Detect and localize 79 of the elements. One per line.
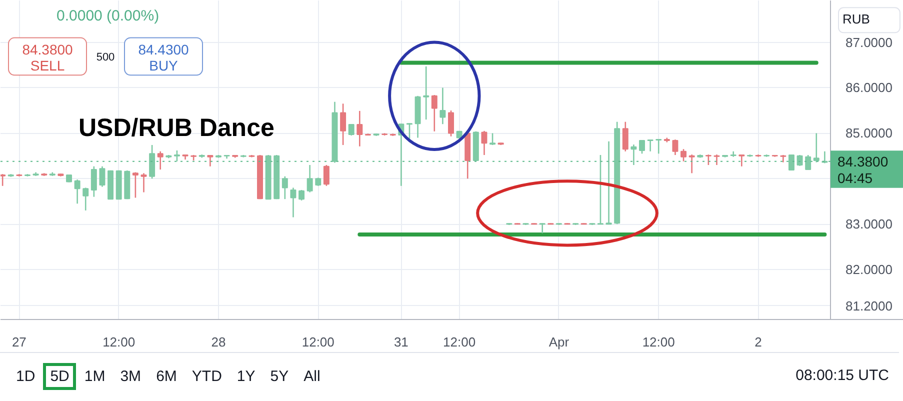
candlestick [490,132,496,146]
candlestick [132,172,138,198]
candlestick [440,87,446,125]
text: 04:45 [838,170,873,186]
candlestick [423,66,430,120]
text: All [302,367,322,387]
x-tick-label: 27 [12,334,26,350]
y-tick-label: 87.0000 [846,34,892,50]
candlestick [606,140,612,226]
annotation: 0.0000 (0.00%) [56,8,160,25]
text: 3M [119,367,142,387]
candlestick [323,164,330,187]
y-tick-label: 82.0000 [846,262,892,278]
candlestick [639,139,645,154]
candlestick [688,154,695,174]
candlestick [656,138,662,154]
annotation: SELL [30,57,65,74]
y-tick-label: 81.2000 [846,298,892,314]
candlestick [714,154,720,166]
candlestick [539,222,546,234]
text: YTD [190,367,223,387]
text: 5D [43,363,76,390]
candlestick [705,154,712,166]
text: USD/RUB Dance [78,114,274,142]
annotation: BUY [149,57,179,74]
candlestick [0,173,6,187]
candlestick [813,132,820,163]
x-tick-label: 12:00 [302,334,334,350]
candlestick [149,144,156,180]
text: 6M [155,367,178,387]
candlestick [630,144,637,166]
x-tick-label: 28 [211,334,226,350]
candlestick [622,121,628,152]
x-tick-label: Apr [548,334,570,350]
text: RUB [842,12,870,27]
candlestick [298,189,305,202]
candlestick [282,176,288,200]
candlestick [672,138,678,156]
x-tick-label: 2 [754,334,762,350]
y-tick-label: 83.0000 [846,216,892,232]
x-tick-label: 31 [394,334,408,350]
x-tick-label: 12:00 [443,334,476,350]
candlestick [481,130,488,156]
text: 1D [15,367,36,387]
candlestick [805,154,812,171]
text: 08:00:15 UTC [796,367,889,384]
annotation: 84.4300 [138,42,190,58]
candlestick [738,154,745,168]
candlestick [306,164,313,193]
x-tick-label: 12:00 [642,334,675,350]
candlestick [140,172,147,193]
candlestick [157,150,164,170]
candlestick [597,154,604,226]
annotation: 500 [96,51,115,64]
candlestick [448,110,454,138]
y-tick-label: 86.0000 [846,80,892,96]
candlestick [207,154,214,168]
annotation: 84.3800 [22,42,74,58]
text: 5Y [269,367,290,387]
ref-line-label: 84.3800 [838,153,888,170]
candlestick [99,166,106,188]
text: 1M [83,367,106,387]
candlestick [348,123,354,136]
y-tick-label: 85.0000 [846,126,892,141]
candlestick [780,154,786,163]
candlestick [82,187,89,212]
candlestick [290,187,296,218]
candlestick [431,94,438,132]
candlestick [680,148,687,162]
candlestick [406,122,412,140]
candlestick [340,103,346,146]
candlestick [647,138,654,152]
x-tick-label: 12:00 [102,334,136,350]
candlestick [74,178,80,204]
candlestick [174,150,180,162]
candlestick [90,166,97,198]
text: 1Y [236,367,256,387]
candlestick [788,154,794,170]
candlestick [356,110,363,148]
